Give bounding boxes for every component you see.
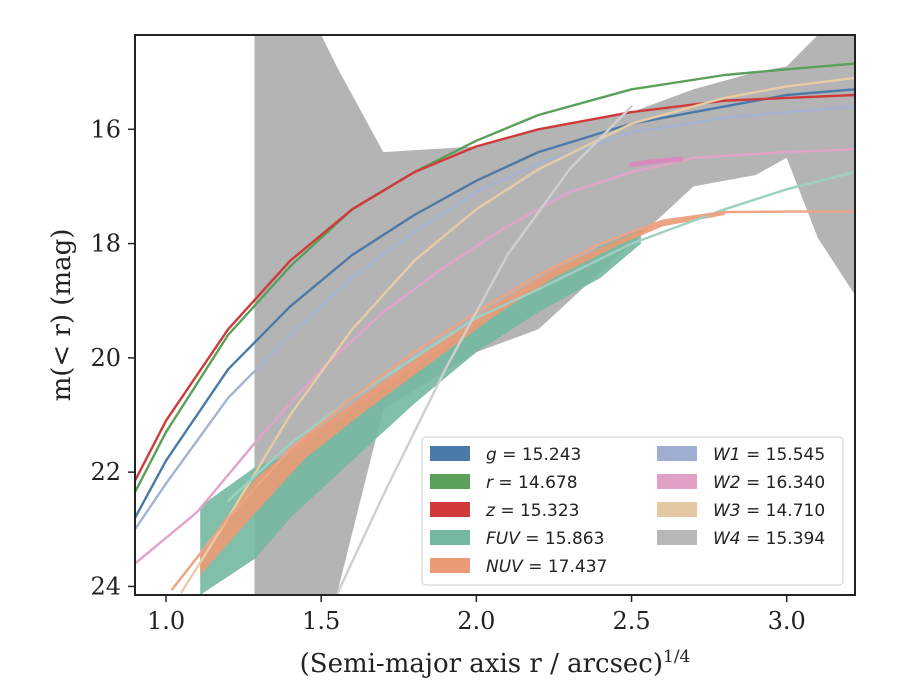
y-tick-label: 18: [90, 230, 121, 258]
legend-swatch-NUV: [430, 558, 470, 573]
legend-swatch-g: [430, 446, 470, 461]
series-W1: [135, 105, 855, 531]
legend-label-NUV: NUV = 17.437: [486, 557, 607, 577]
x-axis-label: (Semi-major axis r / arcsec)1/4: [300, 647, 691, 679]
y-tick-label: 20: [90, 344, 121, 372]
x-tick-label: 1.5: [302, 607, 340, 635]
legend-swatch-FUV: [430, 530, 470, 545]
series-lines: [135, 62, 855, 595]
legend-label-FUV: FUV = 15.863: [486, 529, 604, 549]
series-W3: [180, 76, 855, 594]
band-FUV: [200, 229, 641, 595]
legend-swatch-z: [430, 502, 470, 517]
series-NUV: [171, 210, 855, 591]
y-tick-label: 16: [90, 115, 121, 143]
series-W4: [335, 105, 633, 595]
x-axis-label-exponent: 1/4: [663, 647, 690, 667]
legend-swatch-W1: [657, 446, 697, 461]
series-g: [135, 88, 855, 520]
legend-swatch-W3: [657, 502, 697, 517]
legend-swatch-W4: [657, 530, 697, 545]
legend-label-g: g = 15.243: [486, 445, 581, 465]
axis-ticks: 1.0 1.5 2.0 2.5 3.0 16 18 20 22 24: [90, 115, 805, 635]
y-tick-label: 24: [90, 572, 121, 600]
y-axis-label: m(< r) (mag): [47, 229, 77, 402]
legend-label-z: z = 15.323: [485, 501, 579, 521]
x-tick-label: 3.0: [768, 607, 806, 635]
band-W4: [254, 35, 855, 595]
legend-box: [421, 436, 844, 586]
x-axis-label-text: (Semi-major axis r / arcsec): [300, 649, 663, 679]
plot-frame: [134, 34, 856, 596]
shaded-bands: [200, 35, 855, 595]
series-FUV: [226, 170, 855, 502]
series-r: [135, 62, 855, 494]
legend-swatch-r: [430, 474, 470, 489]
x-tick-label: 2.0: [457, 607, 495, 635]
series-z: [135, 93, 855, 482]
legend-label-W4: W4 = 15.394: [713, 529, 825, 549]
legend: g = 15.243 r = 14.678 z = 15.323 FUV = 15.8…: [421, 436, 844, 586]
series-W2: [135, 148, 855, 565]
legend-swatch-W2: [657, 474, 697, 489]
x-tick-label: 1.0: [147, 607, 185, 635]
series-W2-measured: [629, 156, 684, 168]
x-tick-label: 2.5: [612, 607, 650, 635]
legend-label-W3: W3 = 14.710: [713, 501, 825, 521]
y-tick-label: 22: [90, 458, 121, 486]
legend-label-r: r = 14.678: [486, 473, 578, 493]
legend-label-W1: W1 = 15.545: [713, 445, 825, 465]
legend-label-W2: W2 = 16.340: [713, 473, 825, 493]
